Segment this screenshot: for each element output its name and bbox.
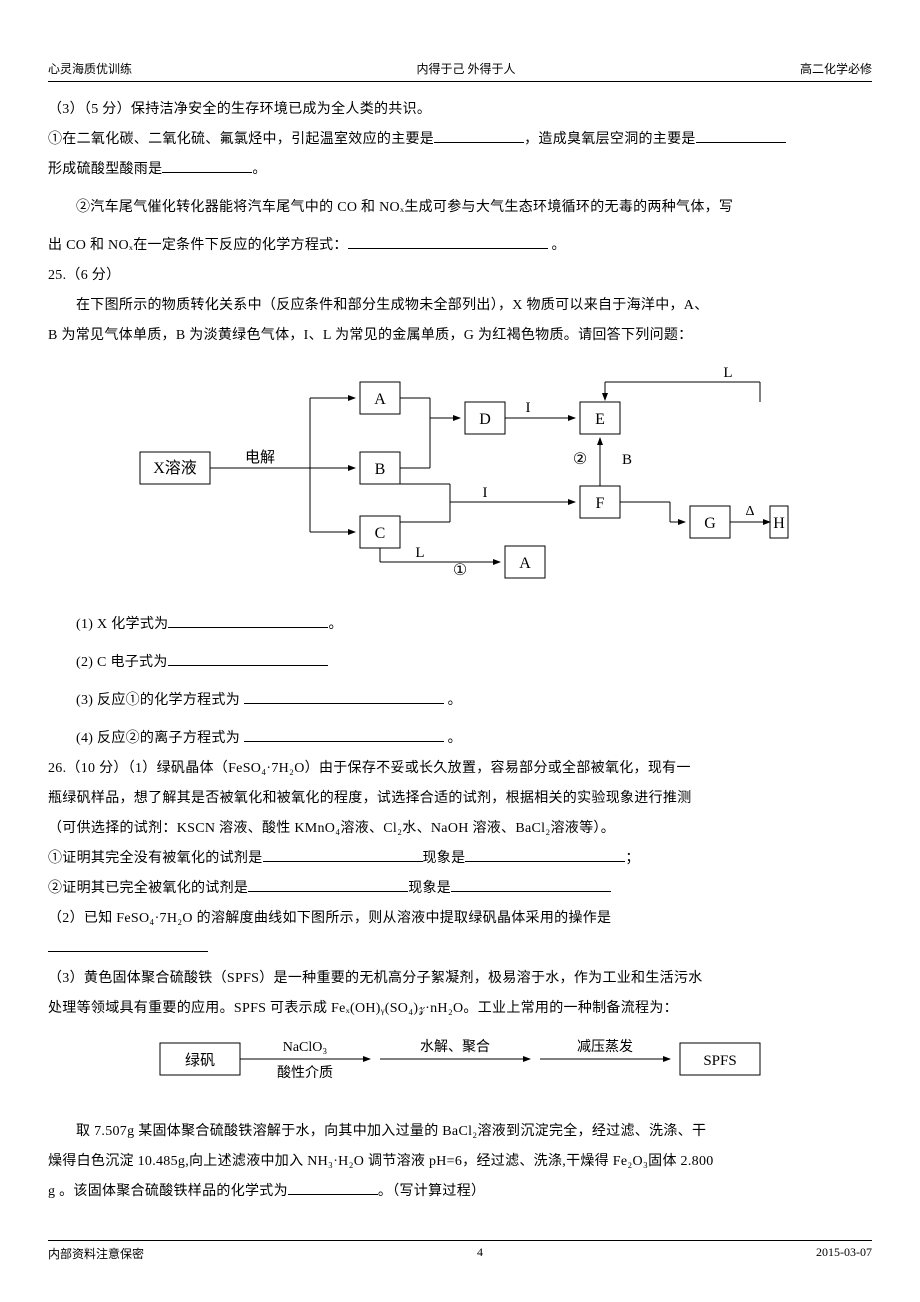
q24-3-line1-pre: ①在二氧化碳、二氧化硫、氟氯烃中，引起温室效应的主要是 [48,132,434,147]
svg-text:A: A [519,555,531,572]
blank [288,1180,378,1195]
q26-l11: g 。该固体聚合硫酸铁样品的化学式为 。（写计算过程） [48,1178,872,1206]
svg-text:B: B [375,461,386,478]
q25-sub4: (4) 反应②的离子方程式为 。 [48,725,872,753]
q25-diagram: X溶液 电解 A B C [130,362,790,593]
q24-3-line4-post: 。 [548,238,566,253]
period: 。 [328,617,342,632]
q25-sub2-text: (2) C 电子式为 [76,655,168,670]
svg-text:①: ① [453,562,467,579]
period: 。 [448,731,462,746]
footer-left: 内部资料注意保密 [48,1245,144,1262]
q25-body2: B 为常见气体单质，B 为淡黄绿色气体，I、L 为常见的金属单质，G 为红褐色物… [48,322,872,350]
q26-l5b: 现象是 [408,881,451,896]
blank [162,158,252,173]
footer-right: 2015-03-07 [816,1245,872,1262]
content-body: （3）（5 分）保持洁净安全的生存环境已成为全人类的共识。 ①在二氧化碳、二氧化… [48,82,872,1206]
blank [248,877,408,892]
q26-l2: 瓶绿矾样品，想了解其是否被氧化和被氧化的程度，试选择合适的试剂，根据相关的实验现… [48,785,872,813]
blank [696,128,786,143]
q25-sub2: (2) C 电子式为 [48,649,872,677]
q26-l10: 燥得白色沉淀 10.485g,向上述滤液中加入 NH₃·H₂O 调节溶液 pH=… [48,1148,872,1176]
q25-sub4-text: (4) 反应②的离子方程式为 [76,731,244,746]
svg-text:D: D [479,411,491,428]
q26-l11b: 。（写计算过程） [378,1184,485,1199]
blank [263,847,423,862]
q26-l3: （可供选择的试剂：KSCN 溶液、酸性 KMnO₄溶液、Cl₂水、NaOH 溶液… [48,815,872,843]
q25-body1: 在下图所示的物质转化关系中（反应条件和部分生成物未全部列出），X 物质可以来自于… [48,292,872,320]
q26-l11a: g 。该固体聚合硫酸铁样品的化学式为 [48,1184,288,1199]
blank [434,128,524,143]
q25-sub3-text: (3) 反应①的化学方程式为 [76,693,244,708]
q26-l4b: 现象是 [423,851,466,866]
svg-text:C: C [375,525,386,542]
blank [168,651,328,666]
svg-text:减压蒸发: 减压蒸发 [577,1039,633,1055]
q25-sub1-text: (1) X 化学式为 [76,617,168,632]
svg-text:G: G [704,515,716,532]
q26-l4c: ； [625,851,639,866]
q24-3-line3: ②汽车尾气催化转化器能将汽车尾气中的 CO 和 NOₓ生成可参与大气生态环境循环… [48,194,872,222]
svg-text:L: L [415,545,424,561]
svg-text:B: B [622,452,632,468]
svg-text:F: F [596,495,605,512]
q25-title: 25.（6 分） [48,262,872,290]
blank [348,234,548,249]
q24-3-line2-pre: 形成硫酸型酸雨是 [48,162,162,177]
q26-l5a: ②证明其已完全被氧化的试剂是 [48,881,248,896]
header-right: 高二化学必修 [800,60,872,77]
svg-text:NaClO₃: NaClO₃ [283,1040,328,1055]
spfs-flow-diagram: 绿矾 NaClO₃ 酸性介质 水解、聚合 减压蒸发 SPFS [130,1029,790,1100]
q26-title: 26.（10 分）（1）绿矾晶体（FeSO₄·7H₂O）由于保存不妥或长久放置，… [48,755,872,783]
svg-text:②: ② [573,451,587,468]
q26-l4: ①证明其完全没有被氧化的试剂是 现象是 ； [48,845,872,873]
q24-3-line1-mid: ，造成臭氧层空洞的主要是 [524,132,696,147]
period: 。 [448,693,462,708]
svg-text:I: I [526,400,531,416]
q26-l6: （2）已知 FeSO₄·7H₂O 的溶解度曲线如下图所示，则从溶液中提取绿矾晶体… [48,905,872,933]
q24-3-line4: 出 CO 和 NOₓ在一定条件下反应的化学方程式： 。 [48,232,872,260]
svg-text:SPFS: SPFS [703,1053,736,1069]
page-footer: 内部资料注意保密 4 2015-03-07 [48,1240,872,1262]
q25-sub1: (1) X 化学式为 。 [48,611,872,639]
svg-text:绿矾: 绿矾 [185,1052,215,1069]
svg-text:电解: 电解 [245,449,275,466]
q24-3-line2: 形成硫酸型酸雨是 。 [48,156,872,184]
footer-center: 4 [477,1245,483,1262]
svg-text:A: A [374,391,386,408]
svg-text:水解、聚合: 水解、聚合 [420,1039,490,1055]
q26-l9: 取 7.507g 某固体聚合硫酸铁溶解于水，向其中加入过量的 BaCl₂溶液到沉… [48,1118,872,1146]
q26-l4a: ①证明其完全没有被氧化的试剂是 [48,851,263,866]
q25-sub3: (3) 反应①的化学方程式为 。 [48,687,872,715]
q26-l5: ②证明其已完全被氧化的试剂是 现象是 [48,875,872,903]
q24-3-line2-post: 。 [252,162,266,177]
q24-3-intro: （3）（5 分）保持洁净安全的生存环境已成为全人类的共识。 [48,96,872,124]
svg-text:酸性介质: 酸性介质 [277,1065,333,1081]
svg-text:I: I [483,485,488,501]
blank [244,689,444,704]
header-center: 内得于己 外得于人 [416,60,515,77]
q26-blank-line [48,935,872,963]
q26-l8: 处理等领域具有重要的应用。SPFS 可表示成 Feₓ(OH)ᵧ(SO₄)𝓏·nH… [48,995,872,1023]
svg-text:X溶液: X溶液 [153,459,197,477]
blank [244,727,444,742]
page-header: 心灵海质优训练 内得于己 外得于人 高二化学必修 [48,60,872,82]
q24-3-line1: ①在二氧化碳、二氧化硫、氟氯烃中，引起温室效应的主要是 ，造成臭氧层空洞的主要是 [48,126,872,154]
svg-text:Δ: Δ [745,504,754,519]
q26-l7: （3）黄色固体聚合硫酸铁（SPFS）是一种重要的无机高分子絮凝剂，极易溶于水，作… [48,965,872,993]
blank [465,847,625,862]
blank [168,613,328,628]
blank [48,937,208,952]
q24-3-line4-pre: 出 CO 和 NOₓ在一定条件下反应的化学方程式： [48,238,348,253]
svg-text:L: L [723,365,732,381]
blank [451,877,611,892]
header-left: 心灵海质优训练 [48,60,132,77]
svg-text:H: H [773,515,785,532]
svg-text:E: E [595,411,605,428]
